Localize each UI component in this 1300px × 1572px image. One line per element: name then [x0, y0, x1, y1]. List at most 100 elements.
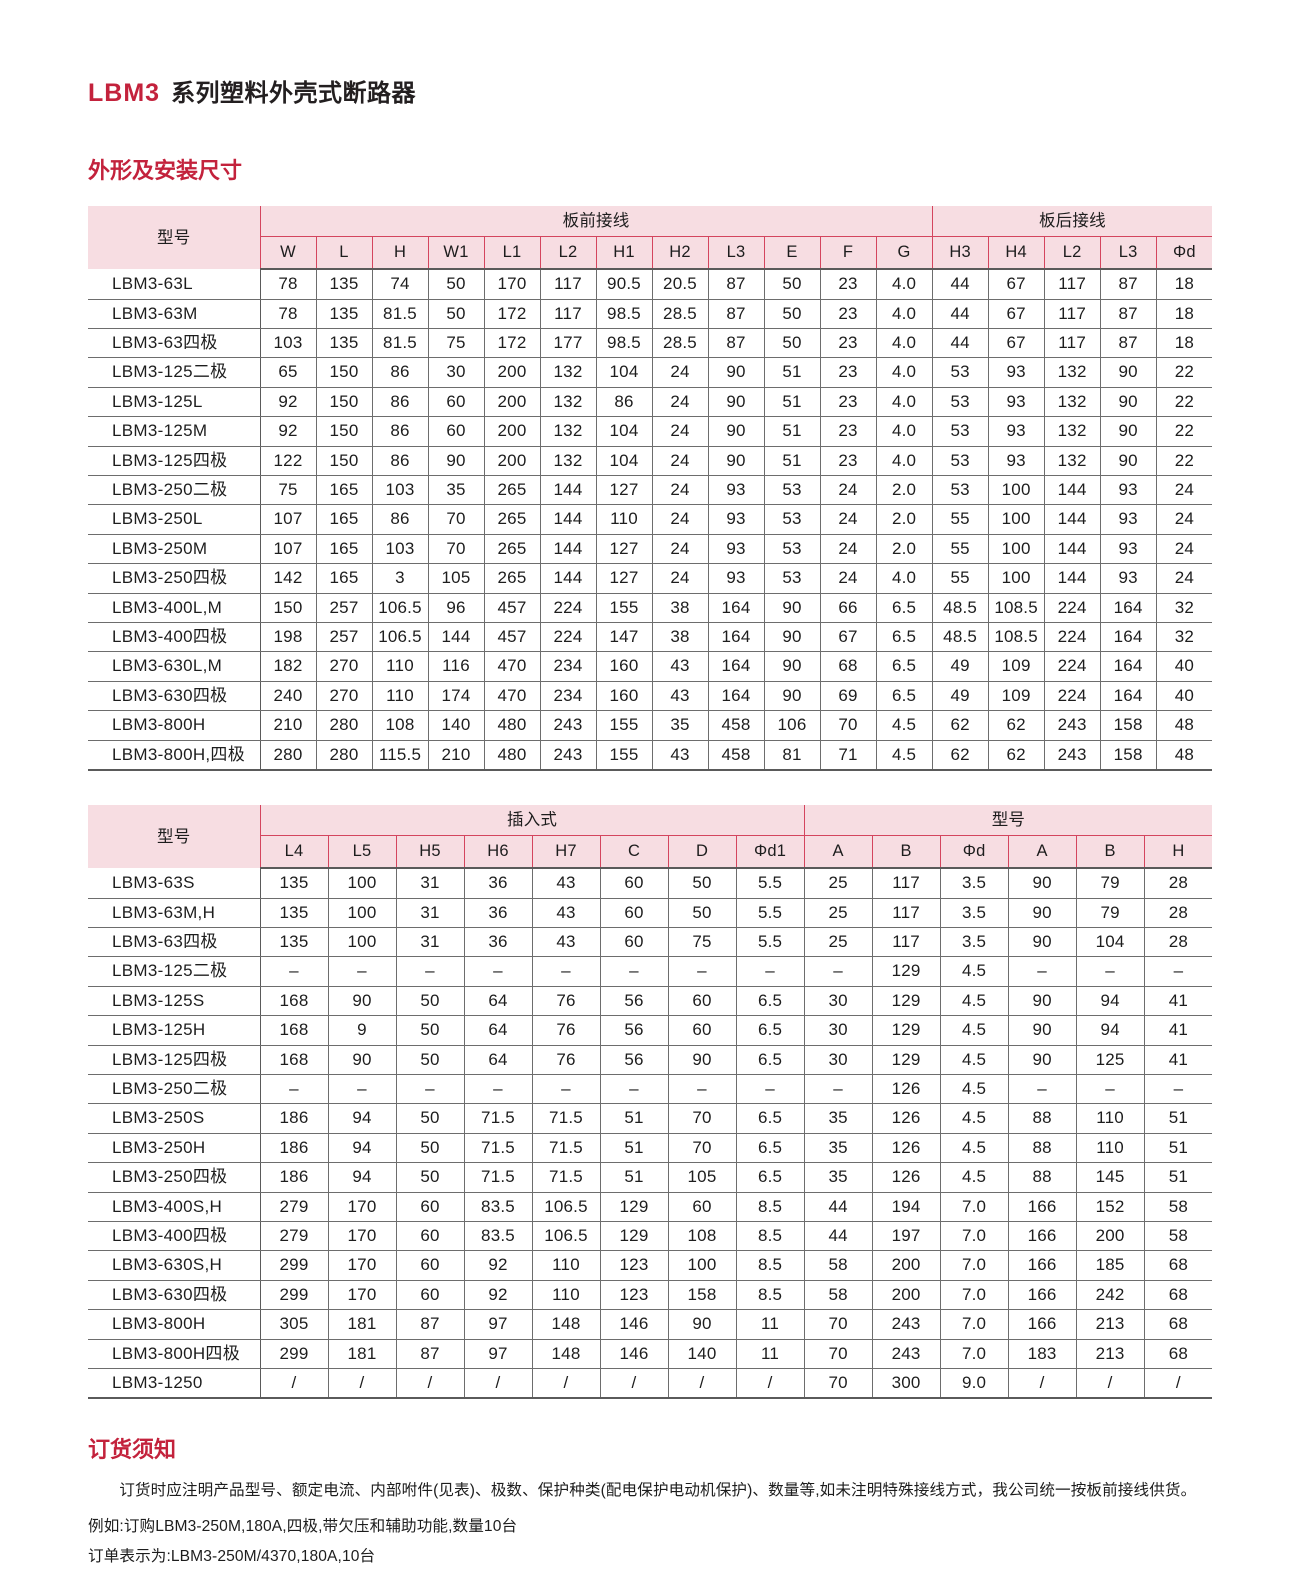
cell-b-12: 79: [1075, 868, 1145, 899]
cell-l5-1: 90: [327, 1045, 397, 1075]
cell-l1-4: 265: [483, 475, 541, 506]
cell-l1-4: 457: [483, 593, 541, 624]
cell-l2-5: 234: [539, 681, 597, 712]
cell-a-11: 88: [1007, 1103, 1077, 1134]
cell-l2-14: 243: [1043, 740, 1101, 772]
cell-d-10: 4.5: [939, 986, 1009, 1017]
cell-h7-4: 71.5: [531, 1133, 601, 1164]
cell-h2-7: 24: [651, 563, 709, 594]
table-row: LBM3-63四极 103 135 81.5 75 172 177 98.5 28.5 87 50 2…: [88, 328, 1213, 359]
table-1-head: 型号 板前接线 板后接线 W L H W1 L1 L2 H1 H2 L3 E F G H3 H4 L2 L3 Φd: [88, 206, 1213, 271]
cell-h3-12: 62: [931, 740, 989, 772]
cell-h2-7: 24: [651, 446, 709, 477]
dimensions-table-1: 型号 板前接线 板后接线 W L H W1 L1 L2 H1 H2 L3 E F G H3 H4 L2 L3 Φd L…: [88, 206, 1213, 772]
cell-l2-5: 224: [539, 593, 597, 624]
table-row: LBM3-250二极 75 165 103 35 265 144 127 24 93 53 24 2.0…: [88, 475, 1213, 506]
cell-l2-5: 234: [539, 651, 597, 682]
cell-l2-5: 132: [539, 446, 597, 477]
cell-a-8: 44: [803, 1192, 873, 1222]
cell-d-16: 24: [1155, 563, 1213, 594]
cell-d-6: 90: [667, 1309, 737, 1340]
cell-l2-14: 132: [1043, 416, 1101, 447]
cell-h-13: 58: [1143, 1192, 1213, 1222]
table-row: LBM3-250四极 186 94 50 71.5 71.5 51 105 6.5 35 126 4.…: [88, 1162, 1213, 1193]
cell-d1-7: 11: [735, 1309, 805, 1340]
column-header-d1-7: Φd1: [735, 835, 805, 870]
cell-h1-6: 104: [595, 416, 653, 447]
cell-h-13: 41: [1143, 986, 1213, 1017]
table-row: LBM3-250二极 – – – – – – – – –126 4.5– – –: [88, 1074, 1213, 1105]
column-header-h7-4: H7: [531, 835, 601, 870]
cell-model: LBM3-630S,H: [88, 1250, 261, 1281]
cell-l-1: 150: [315, 416, 373, 447]
cell-l1-4: 480: [483, 740, 541, 772]
cell-l5-1: 94: [327, 1162, 397, 1193]
table-row: LBM3-400L,M 150 257 106.5 96 457 224 155 38 164 90…: [88, 593, 1213, 624]
cell-l-1: 165: [315, 563, 373, 594]
cell-d-6: 108: [667, 1221, 737, 1252]
cell-b-12: 125: [1075, 1045, 1145, 1075]
dimensions-table-2-wrap: 型号 插入式 型号 L4 L5 H5 H6 H7 C D Φd1 A B Φd A B H LBM3-63S 13…: [88, 805, 1213, 1400]
cell-g-11: 4.5: [875, 740, 933, 772]
column-header-c-5: C: [599, 835, 669, 870]
cell-w1-3: 75: [427, 328, 485, 359]
cell-w-0: 78: [259, 299, 317, 330]
cell-l2-5: 177: [539, 328, 597, 359]
cell-b-9: 117: [871, 898, 941, 928]
cell-w1-3: 96: [427, 593, 485, 624]
cell-g-11: 6.5: [875, 651, 933, 682]
cell-h5-2: 87: [395, 1309, 465, 1340]
cell-l3-15: 90: [1099, 357, 1157, 388]
cell-l-1: 135: [315, 269, 373, 300]
cell-b-12: 145: [1075, 1162, 1145, 1193]
cell-h-13: 41: [1143, 1015, 1213, 1046]
cell-l3-15: 87: [1099, 269, 1157, 300]
table-row: LBM3-63M 78 135 81.5 50 172 117 98.5 28.5 87 50 23 4…: [88, 299, 1213, 330]
cell-h6-3: 97: [463, 1339, 533, 1370]
table-row: LBM3-630四极 240 270 110 174 470 234 160 43 164 90 69…: [88, 681, 1213, 712]
cell-l3-8: 87: [707, 269, 765, 300]
cell-c-5: /: [599, 1368, 669, 1400]
cell-c-5: 51: [599, 1103, 669, 1134]
cell-g-11: 4.0: [875, 446, 933, 477]
cell-e-9: 106: [763, 710, 821, 741]
cell-a-11: 166: [1007, 1309, 1077, 1340]
column-header-w1-3: W1: [427, 236, 485, 271]
cell-b-12: 110: [1075, 1133, 1145, 1164]
cell-l2-5: 132: [539, 416, 597, 447]
cell-h5-2: –: [395, 956, 465, 987]
cell-b-9: 129: [871, 986, 941, 1017]
cell-l-1: 257: [315, 593, 373, 624]
cell-a-11: –: [1007, 1074, 1077, 1105]
cell-h7-4: 110: [531, 1250, 601, 1281]
cell-a-8: 25: [803, 927, 873, 958]
cell-d1-7: 6.5: [735, 986, 805, 1017]
cell-l2-14: 117: [1043, 328, 1101, 359]
cell-c-5: 129: [599, 1192, 669, 1222]
cell-g-11: 6.5: [875, 681, 933, 712]
cell-f-10: 66: [819, 593, 877, 624]
cell-l5-1: 170: [327, 1250, 397, 1281]
cell-h-2: 103: [371, 475, 429, 506]
cell-b-12: –: [1075, 956, 1145, 987]
cell-l4-0: 279: [259, 1221, 329, 1252]
cell-h2-7: 24: [651, 534, 709, 565]
cell-h-2: 81.5: [371, 299, 429, 330]
cell-c-5: 123: [599, 1280, 669, 1311]
cell-d-6: 105: [667, 1162, 737, 1193]
cell-d-6: 60: [667, 986, 737, 1017]
cell-e-9: 90: [763, 681, 821, 712]
cell-l5-1: 9: [327, 1015, 397, 1046]
cell-h4-13: 100: [987, 504, 1045, 535]
cell-model: LBM3-400S,H: [88, 1192, 261, 1222]
cell-h-13: 58: [1143, 1221, 1213, 1252]
cell-d-10: 4.5: [939, 1133, 1009, 1164]
column-header-model: 型号: [88, 805, 261, 869]
cell-c-5: 146: [599, 1339, 669, 1370]
cell-d-10: 7.0: [939, 1280, 1009, 1311]
cell-d1-7: 8.5: [735, 1192, 805, 1222]
cell-model: LBM3-250四极: [88, 563, 261, 594]
cell-h1-6: 127: [595, 563, 653, 594]
cell-h5-2: 60: [395, 1280, 465, 1311]
cell-l3-8: 90: [707, 416, 765, 447]
